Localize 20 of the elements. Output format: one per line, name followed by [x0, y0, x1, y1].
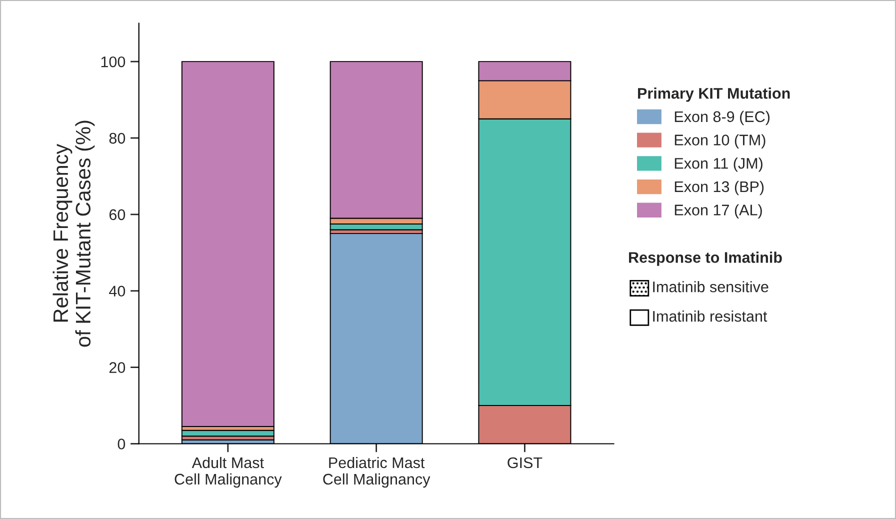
bar [181, 61, 274, 428]
y-tick-label: 0 [118, 438, 126, 450]
y-tick-label: 80 [109, 132, 126, 144]
text: Response to Imatinib [629, 252, 782, 266]
text: Imatinib sensitive [653, 281, 768, 292]
x-tick-label: Pediatric Mast Cell Malignancy [323, 456, 430, 488]
legend-label: Exon 10 (TM) [674, 134, 766, 148]
y-tick-label: 20 [109, 362, 126, 373]
y-tick-label: 60 [109, 209, 126, 220]
legend-title: Primary KIT Mutation [638, 88, 790, 102]
legend-label: Exon 17 (AL) [674, 204, 762, 218]
y-tick-label: 40 [109, 286, 126, 297]
legend-label: Exon 8-9 (EC) [674, 110, 770, 126]
legend-label: Exon 11 (JM) [674, 158, 762, 172]
y-tick-label: 100 [101, 56, 126, 68]
x-tick-label: GIST [508, 457, 542, 468]
y-axis-title: Relative Frequency of KIT-Mutant Cases (%) [52, 120, 95, 347]
x-tick-label: Adult Mast Cell Malignancy [174, 456, 282, 488]
text: Imatinib resistant [653, 310, 768, 322]
legend-label: Exon 13 (BP) [674, 180, 764, 196]
